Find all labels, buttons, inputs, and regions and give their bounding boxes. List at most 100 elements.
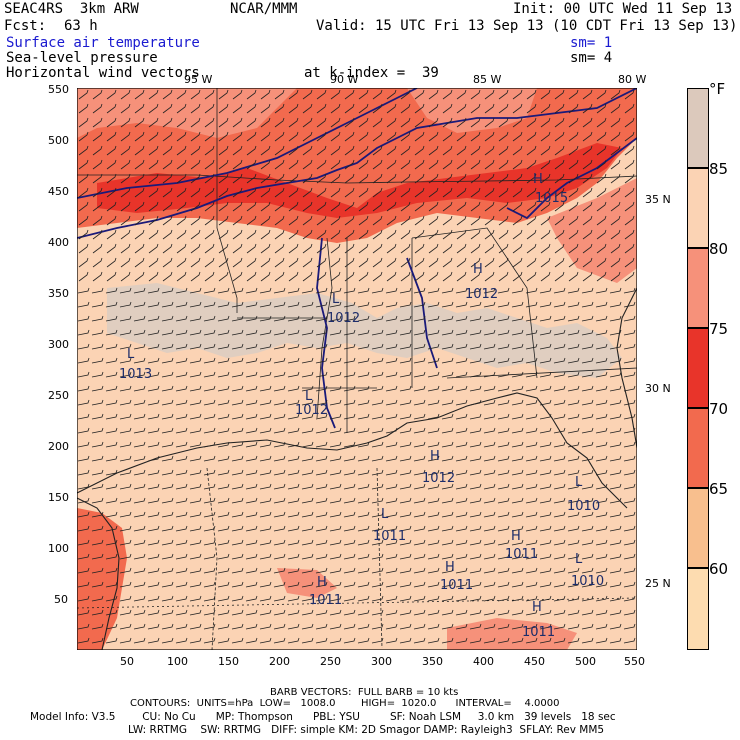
wind-barb bbox=[106, 215, 117, 226]
wind-barb bbox=[91, 609, 104, 616]
wind-barb bbox=[302, 117, 313, 128]
wind-barb bbox=[609, 385, 622, 392]
wind-barb bbox=[371, 455, 384, 462]
wind-barb bbox=[441, 469, 454, 476]
wind-barb bbox=[581, 497, 594, 504]
wind-barb bbox=[400, 131, 411, 142]
wind-barb bbox=[483, 357, 496, 364]
wind-barb bbox=[511, 315, 524, 322]
wind-barb bbox=[301, 595, 314, 602]
wind-barb bbox=[134, 243, 145, 254]
wind-barb bbox=[189, 427, 202, 434]
wind-barb bbox=[497, 343, 510, 350]
wind-barb bbox=[274, 117, 285, 128]
wind-barb bbox=[427, 287, 440, 294]
wind-barb bbox=[623, 371, 636, 378]
wind-barb bbox=[399, 581, 412, 588]
pressure-symbol: H bbox=[532, 600, 542, 615]
wind-barb bbox=[399, 399, 412, 406]
wind-barb bbox=[175, 567, 188, 574]
wind-barb bbox=[511, 413, 524, 420]
wind-barb bbox=[105, 287, 118, 294]
wind-barb bbox=[218, 131, 229, 142]
wind-barb bbox=[231, 455, 244, 462]
wind-barb bbox=[245, 553, 258, 560]
wind-barb bbox=[539, 553, 552, 560]
wind-barb bbox=[260, 131, 271, 142]
wind-barb bbox=[203, 343, 216, 350]
pressure-value: 1011 bbox=[373, 529, 406, 544]
wind-barb bbox=[455, 385, 468, 392]
wind-barb bbox=[119, 385, 132, 392]
wind-barb bbox=[525, 455, 538, 462]
wind-barb bbox=[148, 215, 159, 226]
wind-barb bbox=[371, 539, 384, 546]
wind-barb bbox=[539, 385, 552, 392]
wind-barb bbox=[287, 539, 300, 546]
wind-barb bbox=[260, 243, 271, 254]
boundary-lines bbox=[77, 88, 637, 650]
wind-barb bbox=[329, 371, 342, 378]
x-tick-label: 350 bbox=[422, 655, 443, 668]
wind-barb bbox=[120, 271, 131, 282]
wind-barb bbox=[483, 497, 496, 504]
wind-barb bbox=[343, 413, 356, 420]
wind-barb bbox=[231, 595, 244, 602]
wind-barb bbox=[567, 511, 580, 518]
wind-barb bbox=[483, 287, 496, 294]
wind-barb bbox=[245, 623, 258, 630]
wind-barb bbox=[610, 117, 621, 128]
wind-barb bbox=[596, 103, 607, 114]
wind-barb bbox=[456, 117, 467, 128]
wind-barb bbox=[386, 243, 397, 254]
wind-barb bbox=[385, 441, 398, 448]
wind-barb bbox=[204, 89, 215, 100]
wind-barb bbox=[78, 243, 89, 254]
wind-barb bbox=[189, 609, 202, 616]
wind-barb bbox=[147, 595, 160, 602]
wind-barb bbox=[623, 413, 636, 420]
wind-barb bbox=[329, 637, 342, 644]
wind-barb bbox=[260, 117, 271, 128]
wind-barb bbox=[106, 229, 117, 240]
wind-barb bbox=[469, 441, 482, 448]
wind-barb bbox=[148, 117, 159, 128]
wind-barb bbox=[483, 525, 496, 532]
wind-barb bbox=[413, 357, 426, 364]
wind-barb bbox=[567, 525, 580, 532]
wind-barb bbox=[273, 343, 286, 350]
wind-barb bbox=[175, 609, 188, 616]
legend-unit: °F bbox=[709, 80, 726, 98]
wind-barb bbox=[385, 595, 398, 602]
wind-barb bbox=[316, 89, 327, 100]
wind-barb bbox=[441, 609, 454, 616]
wind-barb bbox=[581, 371, 594, 378]
wind-barb bbox=[399, 525, 412, 532]
wind-barb bbox=[623, 581, 636, 588]
wind-barb bbox=[512, 173, 523, 184]
wind-barb bbox=[343, 511, 356, 518]
wind-barb bbox=[344, 257, 355, 268]
wind-barb bbox=[92, 229, 103, 240]
wind-barb bbox=[567, 581, 580, 588]
wind-barb bbox=[539, 399, 552, 406]
wind-barb bbox=[455, 343, 468, 350]
y-tick-label: 450 bbox=[48, 185, 69, 198]
wind-barb bbox=[161, 315, 174, 322]
wind-barb bbox=[231, 301, 244, 308]
wind-barb bbox=[525, 385, 538, 392]
wind-barb bbox=[609, 567, 622, 574]
wind-barb bbox=[609, 623, 622, 630]
legend-swatch bbox=[687, 408, 709, 488]
wind-barb bbox=[78, 187, 89, 198]
wind-barb bbox=[385, 581, 398, 588]
wind-barb bbox=[175, 399, 188, 406]
wind-barb bbox=[273, 567, 286, 574]
wind-barb bbox=[189, 287, 202, 294]
wind-barb bbox=[231, 469, 244, 476]
legend-swatch bbox=[687, 168, 709, 248]
wind-barb bbox=[245, 315, 258, 322]
wind-barb bbox=[497, 329, 510, 336]
sm-pressure: sm= 4 bbox=[570, 50, 613, 66]
wind-barb bbox=[372, 215, 383, 226]
